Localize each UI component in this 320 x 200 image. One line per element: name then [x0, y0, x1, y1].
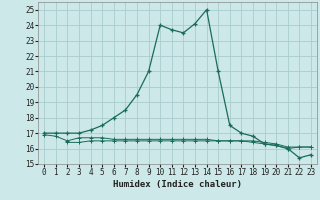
- X-axis label: Humidex (Indice chaleur): Humidex (Indice chaleur): [113, 180, 242, 189]
